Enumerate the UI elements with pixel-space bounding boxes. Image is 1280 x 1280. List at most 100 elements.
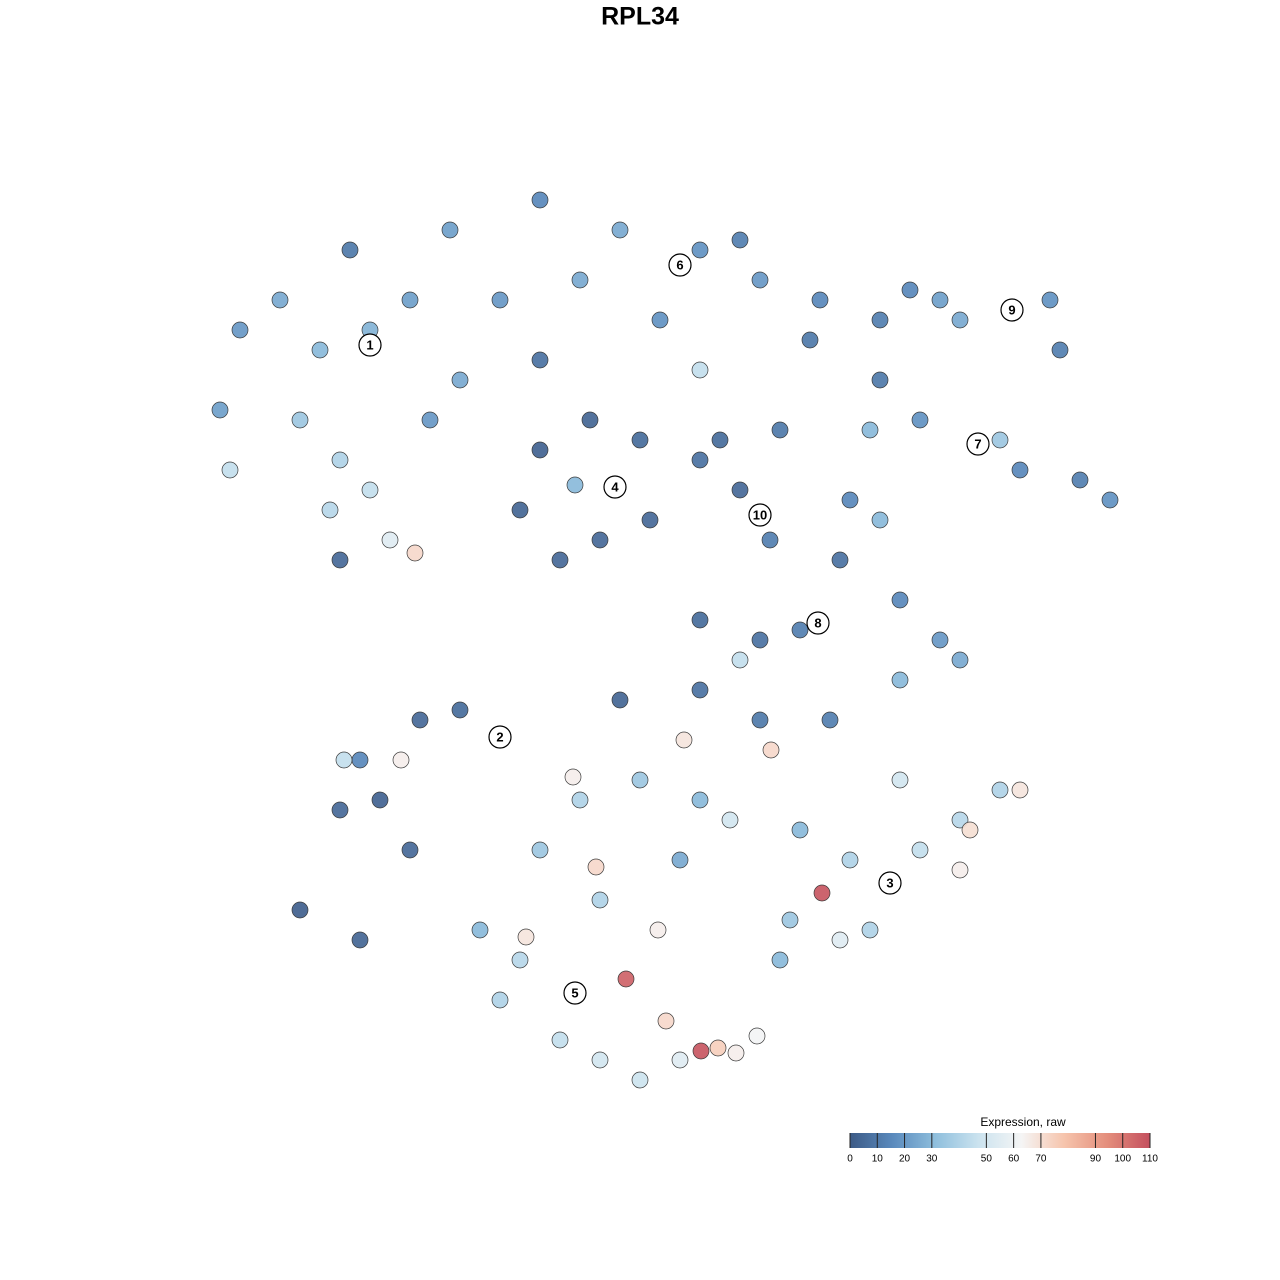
point xyxy=(951,861,969,879)
cluster-marker xyxy=(1000,298,1024,322)
cluster-marker xyxy=(878,871,902,895)
point xyxy=(831,551,849,569)
point xyxy=(517,928,535,946)
point xyxy=(617,970,635,988)
cluster-label: 3 xyxy=(886,875,893,890)
point xyxy=(511,501,529,519)
point xyxy=(291,411,309,429)
point xyxy=(331,801,349,819)
cluster-label: 8 xyxy=(814,615,821,630)
point xyxy=(587,858,605,876)
point xyxy=(861,921,879,939)
point xyxy=(451,701,469,719)
point xyxy=(211,401,229,419)
point xyxy=(491,991,509,1009)
cluster-marker xyxy=(966,432,990,456)
point xyxy=(331,551,349,569)
point xyxy=(591,891,609,909)
cluster-label: 7 xyxy=(974,436,981,451)
point xyxy=(711,431,729,449)
point xyxy=(531,351,549,369)
point xyxy=(791,821,809,839)
point xyxy=(531,841,549,859)
point xyxy=(671,851,689,869)
colorbar-bar xyxy=(850,1133,1150,1148)
point xyxy=(761,531,779,549)
cluster-label: 2 xyxy=(496,729,503,744)
point xyxy=(891,671,909,689)
point xyxy=(611,691,629,709)
cluster-labels: 1 2 3 4 5 6 7 8 9 10 xyxy=(358,253,1024,1005)
point xyxy=(791,621,809,639)
point xyxy=(631,771,649,789)
point xyxy=(891,771,909,789)
point xyxy=(731,231,749,249)
point xyxy=(1011,781,1029,799)
point xyxy=(991,431,1009,449)
point xyxy=(331,451,349,469)
point xyxy=(311,341,329,359)
colorbar-tick-label: 20 xyxy=(899,1154,911,1165)
cluster-label: 10 xyxy=(753,507,767,522)
point xyxy=(551,1031,569,1049)
points xyxy=(211,191,1119,1089)
point xyxy=(231,321,249,339)
point xyxy=(581,411,599,429)
cluster-marker xyxy=(668,253,692,277)
colorbar-tick-label: 10 xyxy=(872,1154,884,1165)
colorbar-tick-label: 70 xyxy=(1035,1154,1047,1165)
colorbar-tick-label: 50 xyxy=(981,1154,993,1165)
chart-title: RPL34 xyxy=(601,3,679,31)
point xyxy=(821,711,839,729)
point xyxy=(1011,461,1029,479)
point xyxy=(951,311,969,329)
point xyxy=(871,511,889,529)
point xyxy=(381,531,399,549)
point xyxy=(291,901,309,919)
point xyxy=(748,1027,766,1045)
point xyxy=(611,221,629,239)
colorbar-tick-label: 30 xyxy=(926,1154,938,1165)
point xyxy=(401,291,419,309)
point xyxy=(691,681,709,699)
point xyxy=(392,751,410,769)
point xyxy=(813,884,831,902)
point xyxy=(591,1051,609,1069)
point xyxy=(691,241,709,259)
cluster-marker xyxy=(488,725,512,749)
point xyxy=(531,441,549,459)
colorbar-tick-label: 60 xyxy=(1008,1154,1020,1165)
point xyxy=(1071,471,1089,489)
point xyxy=(221,461,239,479)
point xyxy=(591,531,609,549)
point xyxy=(1051,341,1069,359)
point xyxy=(361,481,379,499)
point xyxy=(335,751,353,769)
point xyxy=(351,931,369,949)
colorbar-tick-label: 90 xyxy=(1090,1154,1102,1165)
point xyxy=(566,476,584,494)
point xyxy=(321,501,339,519)
point xyxy=(891,591,909,609)
point xyxy=(451,371,469,389)
point xyxy=(771,421,789,439)
point xyxy=(1041,291,1059,309)
cluster-marker xyxy=(603,475,627,499)
point xyxy=(401,841,419,859)
point xyxy=(731,481,749,499)
point xyxy=(441,221,459,239)
point xyxy=(721,811,739,829)
point xyxy=(871,311,889,329)
point xyxy=(951,811,969,829)
colorbar-tick-label: 100 xyxy=(1114,1154,1131,1165)
point xyxy=(571,271,589,289)
point xyxy=(551,551,569,569)
cluster-label: 1 xyxy=(366,337,373,352)
point xyxy=(341,241,359,259)
point xyxy=(1101,491,1119,509)
colorbar: Expression, raw 0 10 20 30 50 60 70 90 100 110 xyxy=(847,1115,1158,1164)
point xyxy=(271,291,289,309)
point xyxy=(951,651,969,669)
